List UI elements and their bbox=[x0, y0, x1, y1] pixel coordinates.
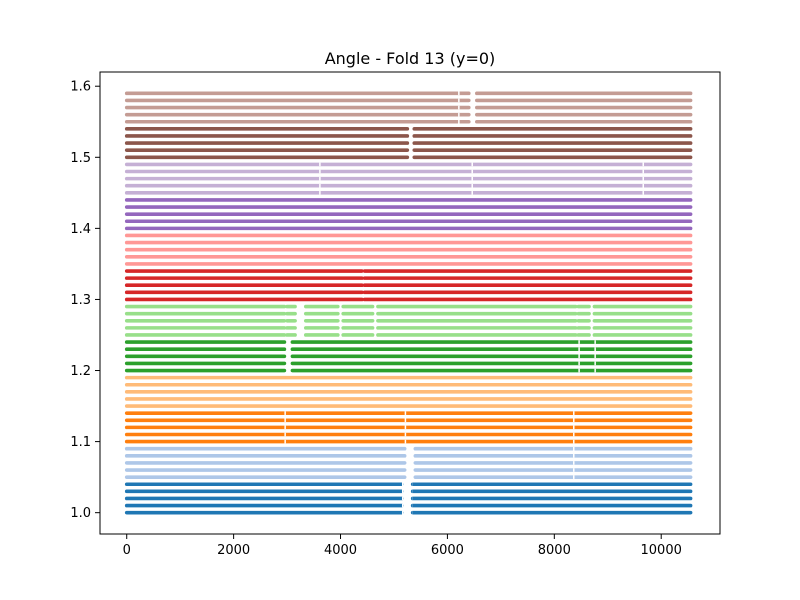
x-tick-label-4: 8000 bbox=[538, 543, 571, 558]
series-11 bbox=[124, 91, 693, 124]
y-tick-label-4: 1.4 bbox=[70, 222, 91, 237]
plot-frame bbox=[99, 71, 721, 535]
series-3 bbox=[124, 375, 693, 408]
series-9 bbox=[124, 162, 693, 195]
series-4 bbox=[124, 340, 693, 373]
y-tick-label-0: 1.0 bbox=[70, 506, 91, 521]
x-tick-label-0: 0 bbox=[123, 543, 131, 558]
x-tick-label-1: 2000 bbox=[217, 543, 250, 558]
series-8 bbox=[124, 198, 693, 231]
x-tick-label-5: 10000 bbox=[641, 543, 682, 558]
x-tick-label-2: 4000 bbox=[324, 543, 357, 558]
series-0 bbox=[124, 482, 693, 515]
y-tick-label-6: 1.6 bbox=[70, 80, 91, 95]
y-tick-label-1: 1.1 bbox=[70, 435, 91, 450]
y-tick-label-2: 1.2 bbox=[70, 364, 91, 379]
y-tick-label-3: 1.3 bbox=[70, 293, 91, 308]
x-axis: 0 2000 4000 6000 8000 10000 bbox=[123, 534, 682, 558]
series-2 bbox=[124, 411, 693, 444]
series-1 bbox=[124, 446, 693, 479]
plot-area bbox=[124, 91, 693, 515]
y-tick-label-5: 1.5 bbox=[70, 151, 91, 166]
chart-title: Angle - Fold 13 (y=0) bbox=[325, 49, 496, 68]
series-5 bbox=[124, 304, 693, 337]
series-10 bbox=[124, 127, 693, 160]
series-7 bbox=[124, 233, 693, 266]
y-axis: 1.0 1.1 1.2 1.3 1.4 1.5 1.6 bbox=[70, 80, 100, 521]
series-6 bbox=[124, 269, 693, 302]
x-tick-label-3: 6000 bbox=[431, 543, 464, 558]
